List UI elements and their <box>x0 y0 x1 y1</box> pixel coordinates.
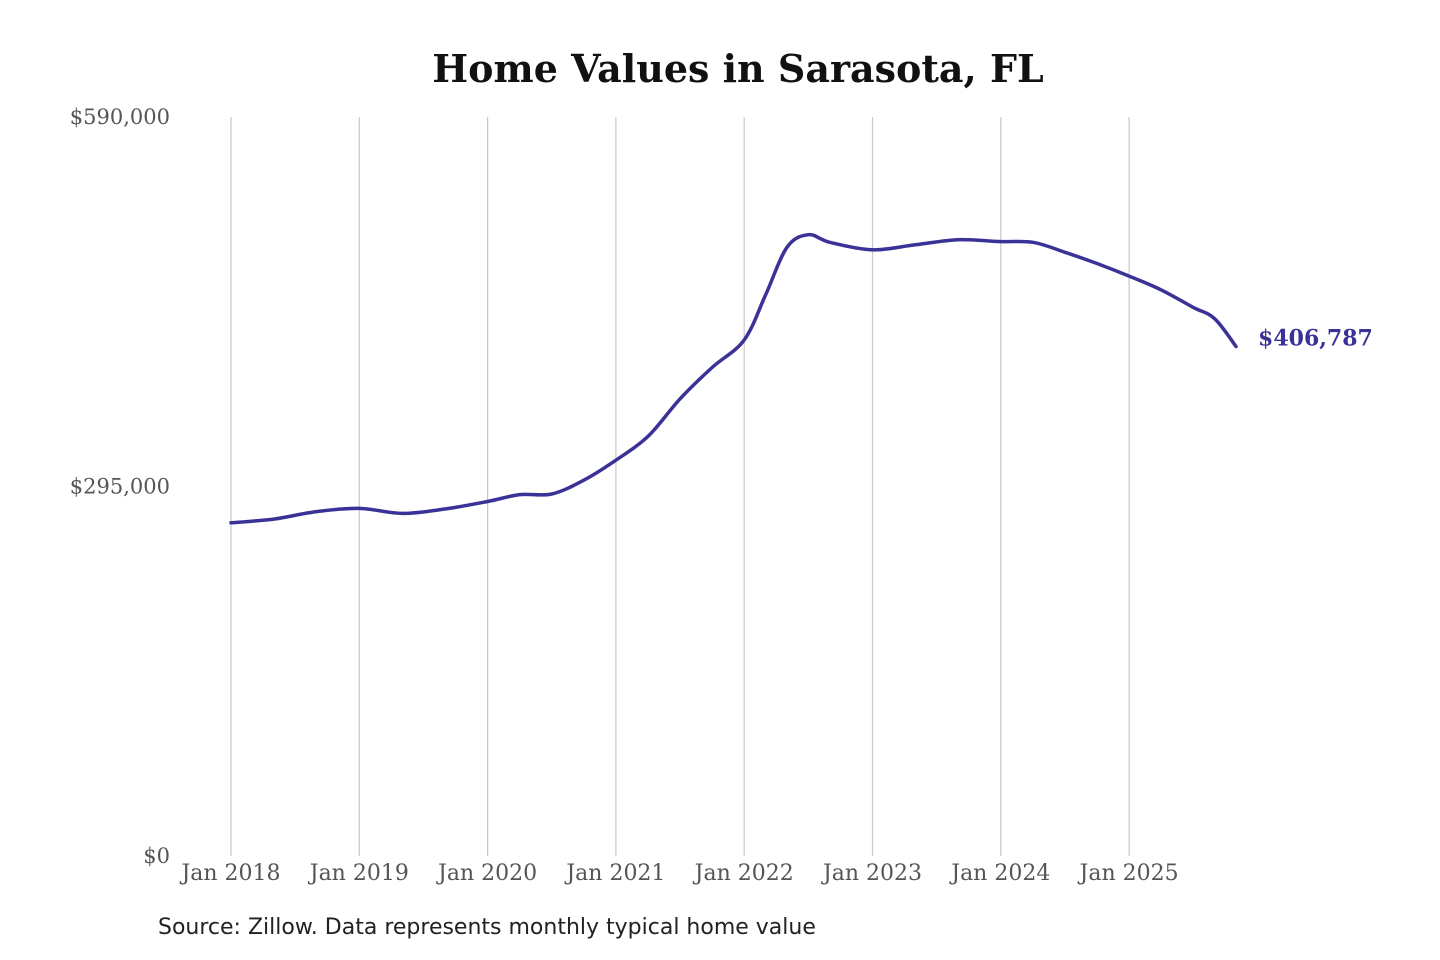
gridlines <box>230 117 1130 856</box>
y-tick-label: $590,000 <box>70 105 170 129</box>
series-line-0 <box>229 232 1238 525</box>
end-value-label: $406,787 <box>1258 325 1373 351</box>
x-tick-label: Jan 2021 <box>564 861 665 886</box>
x-tick-label: Jan 2023 <box>821 861 922 886</box>
annotations: $406,787 <box>1258 325 1373 351</box>
y-tick-label: $295,000 <box>70 475 170 499</box>
x-tick-label: Jan 2019 <box>308 861 409 886</box>
x-tick-label: Jan 2018 <box>179 861 280 886</box>
chart-title: Home Values in Sarasota, FL <box>432 46 1043 91</box>
series-lines <box>229 232 1238 525</box>
x-tick-label: Jan 2020 <box>436 861 537 886</box>
x-tick-label: Jan 2025 <box>1078 861 1179 886</box>
x-tick-label: Jan 2024 <box>949 861 1050 886</box>
y-axis-tick-labels: $0 $295,000 $590,000 <box>70 105 170 868</box>
y-tick-label: $0 <box>143 844 170 868</box>
x-axis-tick-labels: Jan 2018 Jan 2019 Jan 2020 Jan 2021 Jan 2022… <box>179 861 1178 886</box>
line-chart: Home Values in Sarasota, FL $0 $295,000 $5… <box>70 46 1373 886</box>
x-tick-label: Jan 2022 <box>693 861 794 886</box>
source-note: Source: Zillow. Data represents monthly … <box>158 915 816 940</box>
